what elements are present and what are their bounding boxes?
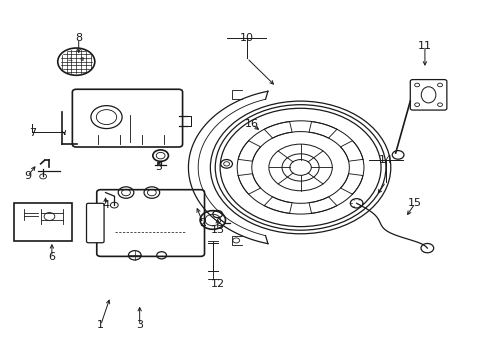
Text: 11: 11 [417,41,431,50]
Text: 2: 2 [199,218,206,228]
Text: ⚠: ⚠ [68,57,73,62]
Text: 5: 5 [155,162,163,172]
Text: 6: 6 [48,252,55,262]
FancyBboxPatch shape [72,89,182,147]
Text: 4: 4 [102,200,109,210]
Text: 14: 14 [378,155,392,165]
Text: 16: 16 [244,120,258,129]
Text: 15: 15 [407,198,421,208]
Text: 7: 7 [29,129,36,138]
FancyBboxPatch shape [97,190,204,256]
Text: 1: 1 [97,320,104,330]
Text: 12: 12 [210,279,224,289]
Text: 3: 3 [136,320,143,330]
Bar [14,203,72,241]
Text: 10: 10 [240,33,253,43]
Text: 8: 8 [75,33,82,43]
Text: 9: 9 [24,171,31,181]
Text: ⊕: ⊕ [80,57,84,62]
FancyBboxPatch shape [86,203,104,243]
FancyBboxPatch shape [409,80,446,110]
Text: 13: 13 [210,225,224,235]
